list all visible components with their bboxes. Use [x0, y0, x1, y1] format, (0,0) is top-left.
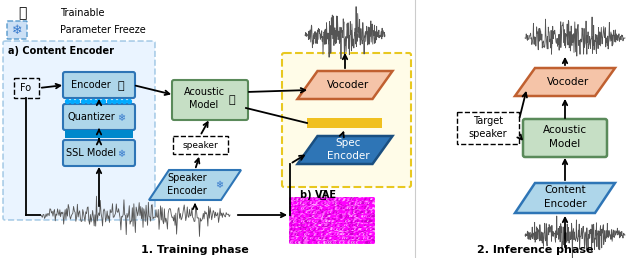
FancyBboxPatch shape [3, 41, 155, 220]
Text: Trainable: Trainable [60, 8, 104, 18]
Polygon shape [298, 136, 392, 164]
Bar [13, 78, 38, 98]
Text: Speaker: Speaker [167, 173, 207, 183]
Polygon shape [515, 68, 615, 96]
Bar [307, 118, 382, 128]
Polygon shape [298, 71, 392, 99]
Text: Content: Content [544, 185, 586, 195]
FancyBboxPatch shape [63, 72, 135, 98]
Text: ❄: ❄ [117, 113, 125, 123]
FancyBboxPatch shape [63, 140, 135, 166]
Text: Quantizer: Quantizer [67, 112, 115, 122]
Text: Parameter Freeze: Parameter Freeze [60, 25, 146, 35]
FancyBboxPatch shape [63, 104, 135, 130]
Text: speaker: speaker [182, 141, 218, 149]
Text: ❄: ❄ [117, 149, 125, 159]
Text: Model: Model [549, 139, 580, 149]
Text: Target: Target [473, 116, 503, 126]
Text: speaker: speaker [468, 129, 508, 139]
Text: 1. Training phase: 1. Training phase [141, 245, 249, 255]
Bar [173, 136, 227, 154]
Text: Encoder: Encoder [167, 186, 207, 196]
Text: SSL Model: SSL Model [66, 148, 116, 158]
Text: Encoder: Encoder [544, 199, 586, 209]
Polygon shape [515, 183, 615, 213]
FancyBboxPatch shape [172, 80, 248, 120]
FancyBboxPatch shape [523, 119, 607, 157]
FancyBboxPatch shape [282, 53, 411, 187]
Text: a) Content Encoder: a) Content Encoder [8, 46, 114, 56]
Text: 🔥: 🔥 [228, 95, 236, 105]
Bar [457, 112, 519, 144]
Text: ❄: ❄ [12, 23, 22, 36]
Bar [65, 130, 133, 138]
Text: Spec: Spec [335, 138, 361, 148]
Text: ❄: ❄ [215, 180, 223, 190]
Text: b) VAE: b) VAE [300, 190, 336, 200]
Text: 🔥: 🔥 [320, 190, 326, 200]
Polygon shape [149, 170, 241, 200]
Text: Fo: Fo [20, 83, 31, 93]
Text: Model: Model [189, 100, 219, 110]
Text: 2. Inference phase: 2. Inference phase [477, 245, 593, 255]
Text: Acoustic: Acoustic [184, 87, 225, 97]
FancyBboxPatch shape [7, 21, 27, 39]
Text: Encoder: Encoder [71, 80, 111, 90]
Text: Encoder: Encoder [326, 151, 369, 161]
Text: Vocoder: Vocoder [327, 80, 369, 90]
Text: 🔥: 🔥 [118, 81, 124, 91]
Text: 🔥: 🔥 [18, 6, 26, 20]
Text: Acoustic: Acoustic [543, 125, 587, 135]
Text: Vocoder: Vocoder [547, 77, 589, 87]
